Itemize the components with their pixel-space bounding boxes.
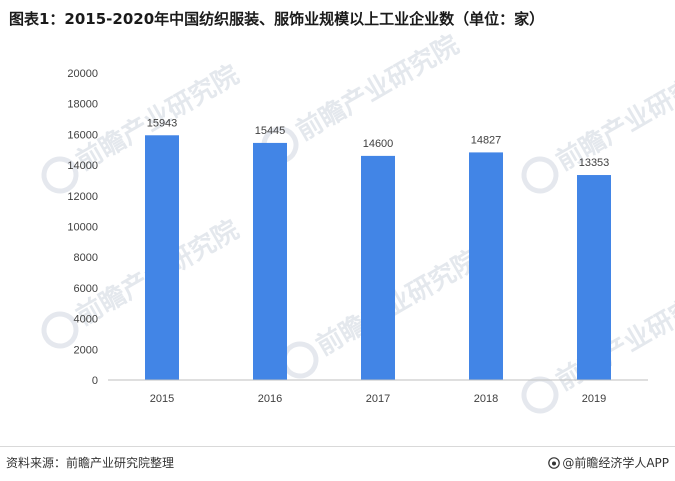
x-tick-label: 2019 (582, 393, 606, 405)
bar-2016 (253, 142, 287, 380)
x-tick-label: 2018 (474, 393, 498, 405)
x-axis: 2015 2016 2017 2018 2019 (108, 379, 648, 405)
watermark: 前瞻产业研究院 (261, 29, 464, 164)
bar-2018 (469, 152, 503, 380)
watermark: 前瞻产业研究院 (41, 214, 244, 349)
brand-credit: @前瞻经济学人APP (548, 454, 669, 471)
y-tick-label: 4000 (74, 314, 98, 326)
y-tick-label: 2000 (74, 344, 98, 356)
bars-group: 15943 15445 14600 14827 13353 (145, 117, 611, 380)
y-tick-label: 20000 (67, 68, 98, 80)
y-tick-label: 18000 (67, 99, 98, 111)
x-tick-label: 2016 (258, 393, 282, 405)
y-axis: 0 2000 4000 6000 8000 10000 12000 14000 16000 180… (67, 68, 98, 387)
footer: 资料来源：前瞻产业研究院整理 @前瞻经济学人APP (0, 446, 675, 476)
data-label: 14600 (363, 138, 394, 150)
y-tick-label: 14000 (67, 160, 98, 172)
watermark-text: 前瞻产业研究院 (291, 29, 464, 147)
y-tick-label: 8000 (74, 252, 98, 264)
y-tick-label: 0 (92, 375, 98, 387)
y-tick-label: 16000 (67, 129, 98, 141)
y-tick-label: 6000 (74, 283, 98, 295)
data-label: 15445 (255, 125, 286, 137)
weibo-icon (548, 456, 561, 469)
bar-chart: 前瞻产业研究院前瞻产业研究院前瞻产业研究院前瞻产业研究院前瞻产业研究院前瞻产业研… (41, 29, 675, 414)
data-label: 15943 (147, 117, 178, 129)
y-tick-label: 10000 (67, 222, 98, 234)
y-tick-label: 12000 (67, 191, 98, 203)
watermark-text: 前瞻产业研究院 (551, 279, 675, 397)
watermark-text: 前瞻产业研究院 (551, 59, 675, 177)
bar-2019 (577, 175, 611, 380)
x-tick-label: 2015 (150, 393, 174, 405)
bar-2015 (145, 135, 179, 380)
x-tick-label: 2017 (366, 393, 390, 405)
footer-divider (0, 446, 675, 447)
watermark-text: 前瞻产业研究院 (311, 244, 484, 362)
data-label: 13353 (579, 157, 610, 169)
chart-title: 图表1：2015-2020年中国纺织服装、服饰业规模以上工业企业数（单位：家） (9, 10, 545, 28)
source-note: 资料来源：前瞻产业研究院整理 (6, 456, 175, 470)
data-label: 14827 (471, 134, 502, 146)
bar-2017 (361, 155, 395, 380)
brand-label: @前瞻经济学人APP (562, 456, 669, 470)
